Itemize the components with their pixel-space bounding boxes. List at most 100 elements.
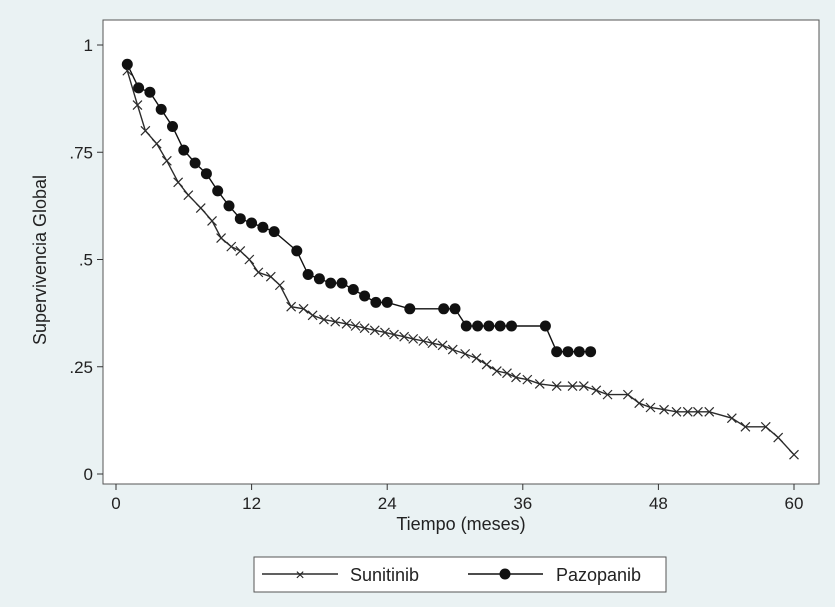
data-point-sunitinib xyxy=(350,321,361,331)
x-tick-label: 36 xyxy=(513,494,532,513)
data-point-sunitinib xyxy=(645,402,656,413)
data-point-sunitinib xyxy=(286,301,297,312)
data-point-pazopanib xyxy=(381,296,393,308)
data-point-sunitinib xyxy=(307,310,318,321)
data-point-pazopanib xyxy=(359,290,371,302)
data-point-pazopanib xyxy=(404,303,416,315)
data-point-pazopanib xyxy=(189,157,201,169)
data-point-sunitinib xyxy=(789,449,799,460)
data-point-sunitinib xyxy=(534,378,545,389)
data-point-pazopanib xyxy=(268,226,280,238)
data-point-sunitinib xyxy=(207,215,217,226)
legend-box xyxy=(253,556,667,593)
data-point-sunitinib xyxy=(471,353,482,364)
data-point-pazopanib xyxy=(155,103,167,115)
data-point-pazopanib xyxy=(483,320,495,332)
y-tick-label: 1 xyxy=(84,36,93,55)
data-point-sunitinib xyxy=(502,368,512,379)
data-point-pazopanib xyxy=(336,277,348,289)
data-point-sunitinib xyxy=(161,155,172,166)
data-point-sunitinib xyxy=(132,100,143,110)
data-point-pazopanib xyxy=(562,346,574,358)
data-point-sunitinib xyxy=(522,374,533,385)
data-point-sunitinib xyxy=(682,406,693,417)
data-point-pazopanib xyxy=(234,213,246,225)
data-point-pazopanib xyxy=(573,346,585,358)
data-point-sunitinib xyxy=(195,203,206,213)
data-point-pazopanib xyxy=(246,217,258,229)
data-point-sunitinib xyxy=(659,404,669,415)
data-point-sunitinib xyxy=(235,245,246,256)
data-point-sunitinib xyxy=(634,398,645,409)
legend: × Sunitinib Pazopanib xyxy=(253,556,667,593)
data-point-sunitinib xyxy=(447,344,458,355)
data-point-pazopanib xyxy=(167,121,178,132)
y-tick-label: 0 xyxy=(84,465,93,484)
data-point-sunitinib xyxy=(602,389,613,400)
data-point-sunitinib xyxy=(274,280,285,291)
data-point-sunitinib xyxy=(265,271,276,282)
plot-area xyxy=(102,19,820,485)
data-point-sunitinib xyxy=(418,336,429,346)
data-point-sunitinib xyxy=(408,333,419,344)
data-point-pazopanib xyxy=(291,245,303,257)
legend-label-sunitinib: Sunitinib xyxy=(350,565,419,585)
data-point-sunitinib xyxy=(704,406,715,417)
data-point-pazopanib xyxy=(539,320,551,332)
data-point-sunitinib xyxy=(773,432,784,443)
x-tick-label: 48 xyxy=(649,494,668,513)
data-point-sunitinib xyxy=(491,366,502,376)
x-axis-label: Tiempo (meses) xyxy=(396,514,525,534)
data-point-sunitinib xyxy=(567,381,578,391)
data-point-pazopanib xyxy=(472,320,484,332)
data-point-sunitinib xyxy=(140,125,151,136)
data-point-sunitinib xyxy=(427,338,438,349)
data-point-sunitinib xyxy=(740,421,751,432)
data-point-pazopanib xyxy=(200,168,212,180)
data-point-pazopanib xyxy=(370,296,382,308)
legend-marker-sunitinib: × xyxy=(295,567,304,584)
data-point-pazopanib xyxy=(494,320,506,332)
y-tick-label: .75 xyxy=(69,143,93,162)
data-point-sunitinib xyxy=(437,340,448,351)
x-tick-label: 24 xyxy=(378,494,397,513)
data-point-pazopanib xyxy=(257,221,269,233)
data-point-sunitinib xyxy=(460,348,471,359)
data-point-sunitinib xyxy=(399,331,410,342)
data-point-sunitinib xyxy=(591,385,602,396)
data-point-pazopanib xyxy=(144,86,156,98)
data-point-sunitinib xyxy=(693,406,703,417)
data-point-sunitinib xyxy=(760,421,771,432)
data-point-sunitinib xyxy=(216,233,227,243)
data-point-sunitinib xyxy=(389,329,399,340)
data-point-sunitinib xyxy=(298,303,309,314)
data-point-pazopanib xyxy=(506,320,517,332)
data-point-pazopanib xyxy=(449,303,461,315)
data-point-sunitinib xyxy=(253,267,264,278)
data-point-sunitinib xyxy=(551,381,562,391)
data-point-pazopanib xyxy=(223,200,235,212)
data-point-sunitinib xyxy=(226,241,237,252)
data-point-pazopanib xyxy=(133,82,145,94)
data-point-pazopanib xyxy=(551,346,563,358)
data-point-pazopanib xyxy=(121,58,133,70)
x-tick-label: 12 xyxy=(242,494,261,513)
x-tick-label: 0 xyxy=(111,494,120,513)
data-point-pazopanib xyxy=(212,185,224,197)
data-point-sunitinib xyxy=(341,318,352,329)
data-point-sunitinib xyxy=(244,254,255,265)
y-tick-label: .5 xyxy=(79,251,93,270)
y-axis-label: Supervivencia Global xyxy=(30,175,50,345)
data-point-sunitinib xyxy=(173,177,184,188)
data-point-sunitinib xyxy=(369,325,380,336)
data-point-pazopanib xyxy=(302,269,314,280)
y-tick-label: .25 xyxy=(69,358,93,377)
data-point-sunitinib xyxy=(151,138,162,149)
data-point-sunitinib xyxy=(380,327,390,338)
data-point-pazopanib xyxy=(460,320,472,332)
data-point-sunitinib xyxy=(330,316,341,327)
data-point-sunitinib xyxy=(481,359,492,370)
data-point-pazopanib xyxy=(313,273,325,285)
data-point-sunitinib xyxy=(726,413,737,424)
